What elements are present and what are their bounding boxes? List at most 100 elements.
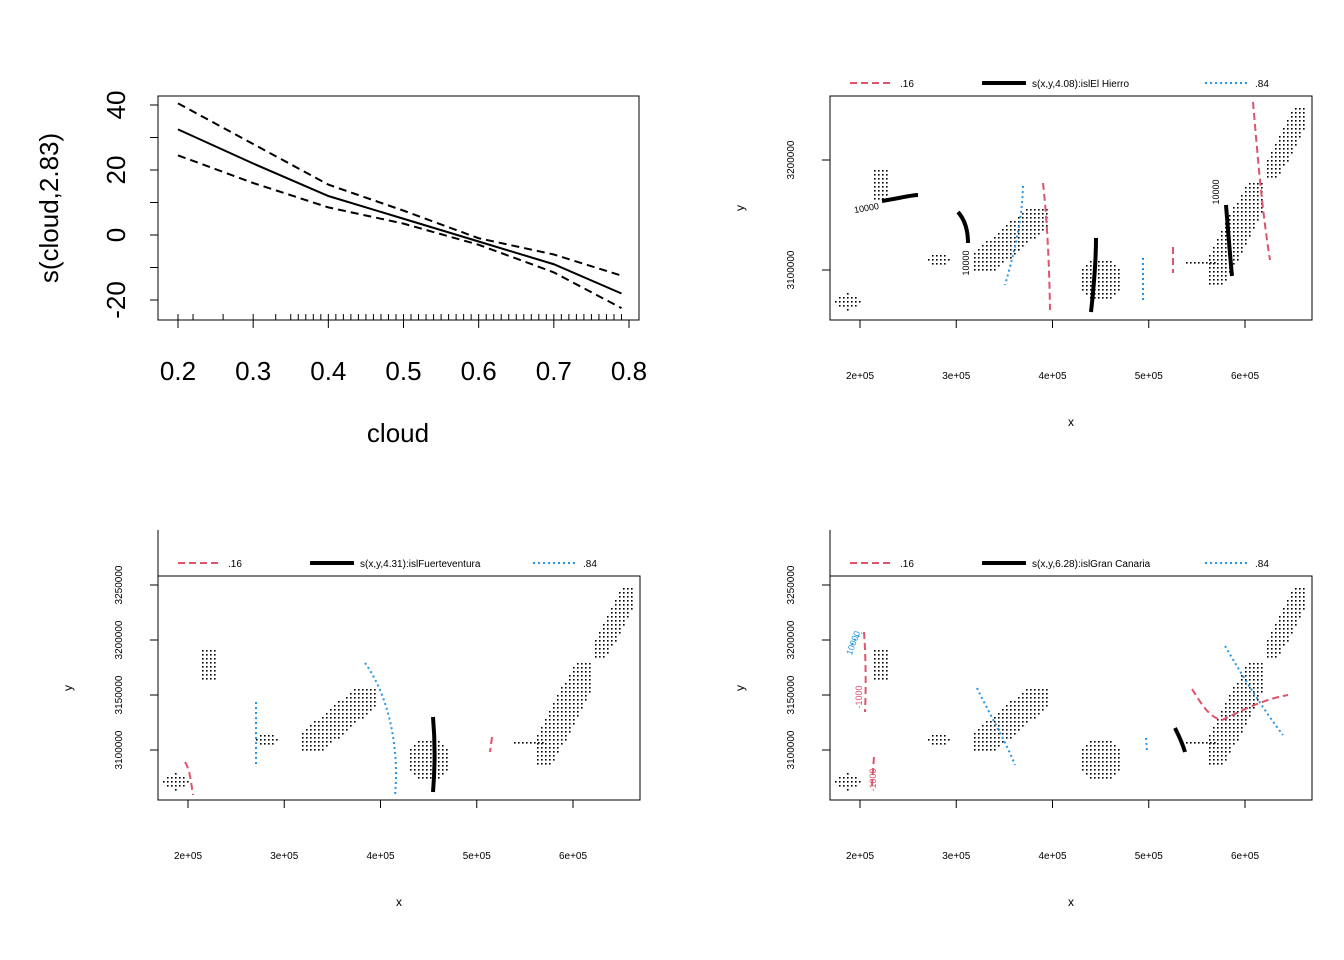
site-dot: [310, 749, 312, 751]
site-dot: [1217, 259, 1219, 261]
site-dot: [603, 656, 605, 658]
site-dot: [978, 261, 980, 263]
site-dot: [1002, 717, 1004, 719]
site-dot: [1237, 251, 1239, 253]
site-dot: [990, 253, 992, 255]
site-dot: [1217, 751, 1219, 753]
site-dot: [1094, 757, 1096, 759]
site-dot: [557, 727, 559, 729]
site-dot: [545, 763, 547, 765]
site-dot: [430, 761, 432, 763]
site-dot: [882, 186, 884, 188]
site-dot: [1291, 144, 1293, 146]
fit-contour: [881, 193, 919, 203]
site-dot: [338, 721, 340, 723]
site-dot: [1241, 715, 1243, 717]
site-dot: [1295, 124, 1297, 126]
site-dot: [1217, 731, 1219, 733]
site-dot: [581, 663, 583, 665]
site-dot: [1245, 687, 1247, 689]
site-dot: [1245, 671, 1247, 673]
site-dot: [1082, 281, 1084, 283]
site-dot: [994, 241, 996, 243]
site-dot: [422, 741, 424, 743]
site-dot: [206, 658, 208, 660]
site-dot: [565, 739, 567, 741]
site-dot: [1229, 723, 1231, 725]
site-dot: [346, 705, 348, 707]
site-dot: [314, 725, 316, 727]
site-dot: [631, 604, 633, 606]
site-dot: [314, 733, 316, 735]
site-dot: [936, 739, 938, 741]
site-dot: [1090, 289, 1092, 291]
site-dot: [1261, 663, 1263, 665]
site-dot: [553, 759, 555, 761]
site-dot: [545, 723, 547, 725]
site-dot: [553, 751, 555, 753]
site-dot: [1249, 671, 1251, 673]
site-dot: [878, 662, 880, 664]
site-dot: [1253, 671, 1255, 673]
site-dot: [1283, 128, 1285, 130]
site-dot: [1225, 235, 1227, 237]
site-dot: [330, 725, 332, 727]
site-dot: [358, 709, 360, 711]
site-dot: [1046, 213, 1048, 215]
site-dot: [1114, 753, 1116, 755]
site-dot: [1098, 281, 1100, 283]
site-dot: [426, 765, 428, 767]
site-dot: [855, 785, 857, 787]
legend-label: .84: [1255, 559, 1269, 570]
site-dot: [839, 301, 841, 303]
site-dot: [1221, 715, 1223, 717]
site-dot: [1034, 237, 1036, 239]
site-dot: [1030, 713, 1032, 715]
site-dot: [619, 608, 621, 610]
site-dot: [322, 745, 324, 747]
site-dot: [549, 743, 551, 745]
site-dot: [1098, 277, 1100, 279]
site-dot: [573, 687, 575, 689]
site-dot: [1245, 667, 1247, 669]
site-dot: [1217, 239, 1219, 241]
site-dot: [1283, 608, 1285, 610]
site-dot: [1257, 687, 1259, 689]
site-dot: [1006, 709, 1008, 711]
site-dot: [1038, 709, 1040, 711]
site-dot: [998, 737, 1000, 739]
site-dot: [1241, 731, 1243, 733]
site-dot: [936, 259, 938, 261]
site-dot: [595, 640, 597, 642]
site-dot: [430, 741, 432, 743]
site-dot: [974, 741, 976, 743]
site-dot: [619, 596, 621, 598]
site-dot: [1249, 187, 1251, 189]
site-dot: [1002, 237, 1004, 239]
site-dot: [366, 701, 368, 703]
site-dot: [1030, 237, 1032, 239]
site-dot: [986, 261, 988, 263]
site-dot: [595, 648, 597, 650]
site-dot: [1030, 217, 1032, 219]
site-dot: [260, 739, 262, 741]
site-dot: [1257, 191, 1259, 193]
site-dot: [1241, 703, 1243, 705]
site-dot: [1295, 136, 1297, 138]
site-dot: [874, 654, 876, 656]
site-dot: [1098, 757, 1100, 759]
site-dot: [1110, 285, 1112, 287]
site-dot: [1225, 751, 1227, 753]
site-dot: [569, 683, 571, 685]
site-dot: [1030, 697, 1032, 699]
site-dot: [1213, 247, 1215, 249]
site-dot: [549, 719, 551, 721]
site-dot: [1287, 620, 1289, 622]
site-dot: [1221, 251, 1223, 253]
site-dot: [577, 667, 579, 669]
site-dot: [346, 725, 348, 727]
site-dot: [1225, 739, 1227, 741]
site-dot: [603, 652, 605, 654]
site-dot: [1018, 729, 1020, 731]
site-dot: [537, 751, 539, 753]
